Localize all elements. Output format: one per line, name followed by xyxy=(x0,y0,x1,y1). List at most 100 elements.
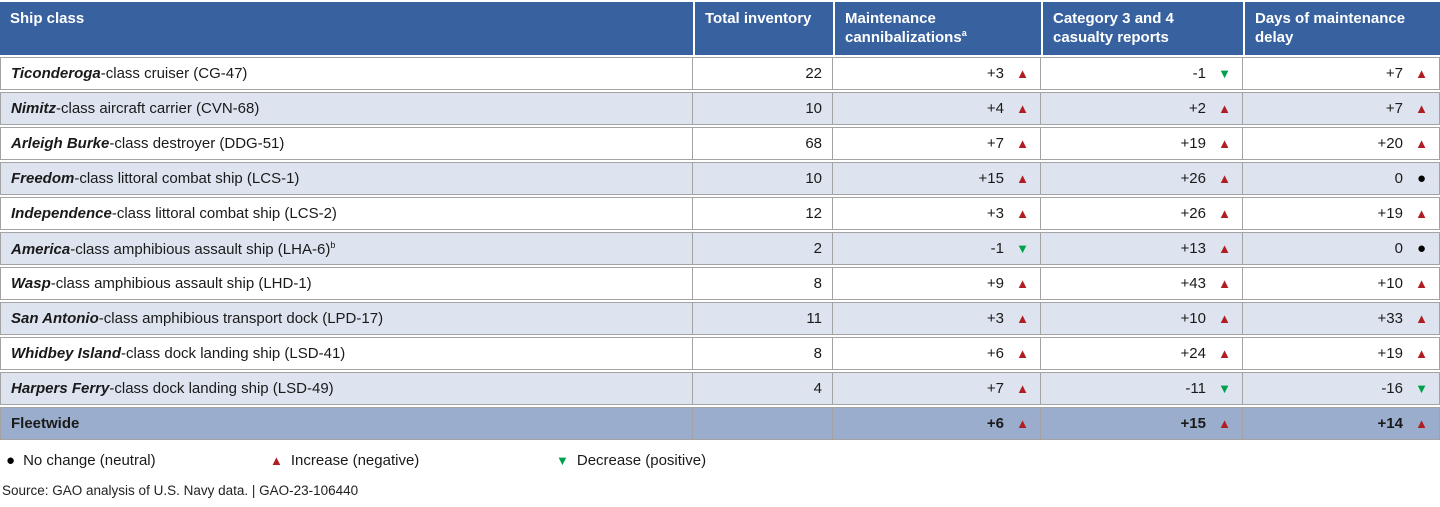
total-inventory-cell xyxy=(693,407,833,440)
value-with-symbol: +9 ▲ xyxy=(843,275,1030,292)
neutral-circle-icon: ● xyxy=(6,452,16,469)
maintenance-delay-cell: +7 ▲ xyxy=(1243,92,1440,125)
maintenance-delay-cell: -16 ▼ xyxy=(1243,372,1440,405)
cannibalizations-cell: +9 ▲ xyxy=(833,267,1041,300)
value-text: +26 xyxy=(1180,205,1206,222)
value-text: +7 xyxy=(1385,100,1403,117)
increase-triangle-icon: ▲ xyxy=(1218,101,1231,116)
cannibalizations-cell: +7 ▲ xyxy=(833,372,1041,405)
casualty-reports-cell: +26 ▲ xyxy=(1041,197,1243,230)
header-label: Ship class xyxy=(10,10,85,27)
cannibalizations-cell: +6 ▲ xyxy=(833,407,1041,440)
ship-class-name: America xyxy=(11,240,71,258)
value-with-symbol: +15 ▲ xyxy=(1051,415,1232,432)
value-text: +9 xyxy=(986,275,1004,292)
ship-class-cell: San Antonio-class amphibious transport d… xyxy=(0,302,693,335)
header-label: Category 3 and 4 casualty reports xyxy=(1053,10,1174,46)
table-row: Arleigh Burke-class destroyer (DDG-51) 68… xyxy=(0,127,1440,160)
increase-triangle-icon: ▲ xyxy=(1218,276,1231,291)
increase-triangle-icon: ▲ xyxy=(1016,66,1029,81)
value-text: +19 xyxy=(1180,135,1206,152)
table-row: Independence-class littoral combat ship … xyxy=(0,197,1440,230)
column-header-maintenance-delay: Days of maintenance delay xyxy=(1243,2,1440,55)
table-row: Harpers Ferry-class dock landing ship (L… xyxy=(0,372,1440,405)
column-header-total-inventory: Total inventory xyxy=(693,2,833,55)
increase-triangle-icon: ▲ xyxy=(1016,101,1029,116)
legend-item-no-change: ● No change (neutral) xyxy=(6,452,156,469)
value-with-symbol: +3 ▲ xyxy=(843,65,1030,82)
legend-item-increase: ▲ Increase (negative) xyxy=(270,452,419,469)
decrease-triangle-icon: ▼ xyxy=(1218,66,1231,81)
value-with-symbol: +26 ▲ xyxy=(1051,170,1232,187)
value-with-symbol: +7 ▲ xyxy=(843,380,1030,397)
total-inventory-cell: 10 xyxy=(693,162,833,195)
increase-triangle-icon: ▲ xyxy=(1218,171,1231,186)
legend-label: No change (neutral) xyxy=(23,452,156,469)
column-header-maintenance-cannibalizations: Maintenance cannibalizationsa xyxy=(833,2,1041,55)
ship-class-description: -class amphibious transport dock (LPD-17… xyxy=(98,310,384,327)
value-text: +20 xyxy=(1377,135,1403,152)
value-text: +7 xyxy=(1385,65,1403,82)
value-text: +10 xyxy=(1377,275,1403,292)
fleetwide-row: Fleetwide +6 ▲ +15 ▲ +14 ▲ xyxy=(0,407,1440,440)
value-text: +6 xyxy=(986,415,1004,432)
increase-triangle-icon: ▲ xyxy=(270,453,283,468)
value-with-symbol: +7 ▲ xyxy=(1253,100,1429,117)
maintenance-delay-cell: 0 ● xyxy=(1243,162,1440,195)
table-row: San Antonio-class amphibious transport d… xyxy=(0,302,1440,335)
ship-class-cell: Arleigh Burke-class destroyer (DDG-51) xyxy=(0,127,693,160)
value-text: +2 xyxy=(1188,100,1206,117)
value-with-symbol: +33 ▲ xyxy=(1253,310,1429,327)
decrease-triangle-icon: ▼ xyxy=(1415,381,1428,396)
increase-triangle-icon: ▲ xyxy=(1016,276,1029,291)
cannibalizations-cell: -1 ▼ xyxy=(833,232,1041,265)
total-inventory-cell: 4 xyxy=(693,372,833,405)
ship-class-name: Arleigh Burke xyxy=(11,135,110,152)
value-with-symbol: +3 ▲ xyxy=(843,205,1030,222)
total-inventory-cell: 12 xyxy=(693,197,833,230)
neutral-circle-icon: ● xyxy=(1416,170,1427,187)
value-text: -1 xyxy=(1192,65,1206,82)
footnote-marker-a: a xyxy=(961,27,967,38)
ship-class-name: San Antonio xyxy=(11,310,99,327)
increase-triangle-icon: ▲ xyxy=(1016,346,1029,361)
increase-triangle-icon: ▲ xyxy=(1218,416,1231,431)
cannibalizations-cell: +15 ▲ xyxy=(833,162,1041,195)
value-text: +14 xyxy=(1377,415,1403,432)
value-with-symbol: +13 ▲ xyxy=(1051,240,1232,257)
table-row: Wasp-class amphibious assault ship (LHD-… xyxy=(0,267,1440,300)
ship-class-cell: America-class amphibious assault ship (L… xyxy=(0,232,693,265)
decrease-triangle-icon: ▼ xyxy=(556,453,569,468)
increase-triangle-icon: ▲ xyxy=(1415,101,1428,116)
ship-class-description: -class littoral combat ship (LCS-1) xyxy=(74,170,300,187)
table-row: Freedom-class littoral combat ship (LCS-… xyxy=(0,162,1440,195)
value-with-symbol: 0 ● xyxy=(1253,240,1429,257)
value-with-symbol: +15 ▲ xyxy=(843,170,1030,187)
value-text: -1 xyxy=(990,240,1004,257)
value-text: +10 xyxy=(1180,310,1206,327)
legend: ● No change (neutral) ▲ Increase (negati… xyxy=(0,452,1440,478)
ship-class-description: -class destroyer (DDG-51) xyxy=(109,135,285,152)
table-row: Nimitz-class aircraft carrier (CVN-68) 10… xyxy=(0,92,1440,125)
ship-maintenance-table: Ship class Total inventory Maintenance c… xyxy=(0,2,1440,440)
casualty-reports-cell: +2 ▲ xyxy=(1041,92,1243,125)
casualty-reports-cell: +24 ▲ xyxy=(1041,337,1243,370)
value-with-symbol: +2 ▲ xyxy=(1051,100,1232,117)
casualty-reports-cell: +10 ▲ xyxy=(1041,302,1243,335)
cannibalizations-cell: +3 ▲ xyxy=(833,57,1041,90)
value-with-symbol: -1 ▼ xyxy=(843,240,1030,257)
value-with-symbol: -1 ▼ xyxy=(1051,65,1232,82)
value-text: -11 xyxy=(1185,380,1206,397)
ship-class-name: Ticonderoga xyxy=(11,65,101,82)
value-text: +19 xyxy=(1377,205,1403,222)
casualty-reports-cell: +43 ▲ xyxy=(1041,267,1243,300)
maintenance-delay-cell: +14 ▲ xyxy=(1243,407,1440,440)
ship-class-cell: Freedom-class littoral combat ship (LCS-… xyxy=(0,162,693,195)
value-with-symbol: +4 ▲ xyxy=(843,100,1030,117)
ship-class-cell: Wasp-class amphibious assault ship (LHD-… xyxy=(0,267,693,300)
source-line: Source: GAO analysis of U.S. Navy data. … xyxy=(2,483,359,498)
maintenance-delay-cell: +19 ▲ xyxy=(1243,197,1440,230)
increase-triangle-icon: ▲ xyxy=(1016,206,1029,221)
value-with-symbol: +10 ▲ xyxy=(1051,310,1232,327)
value-with-symbol: +43 ▲ xyxy=(1051,275,1232,292)
